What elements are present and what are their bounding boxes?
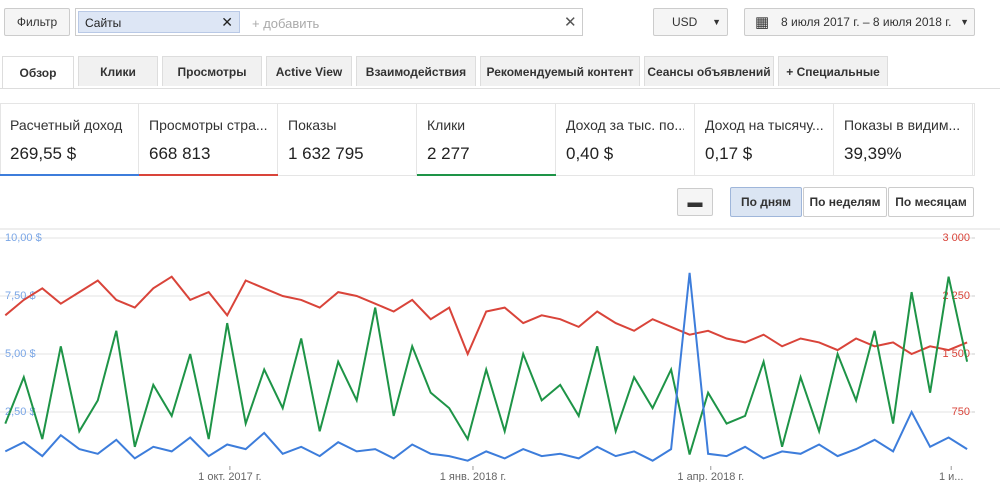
y-tick-label: 10,00 $ — [5, 232, 42, 244]
date-range: 8 июля 2017 г. – 8 июля 2018 г. — [781, 15, 952, 29]
y2-tick-label: 1 500 — [942, 348, 970, 360]
series-line — [4, 275, 968, 357]
metric-name: Клики — [427, 117, 466, 133]
tab[interactable]: + Специальные — [778, 56, 888, 86]
series-line — [4, 272, 968, 462]
metric-value: 2 277 — [427, 144, 470, 163]
metric-underline — [0, 174, 139, 176]
metric-name: Доход на тысячу... — [705, 117, 823, 133]
metric-card[interactable]: Расчетный доход 269,55 $ — [0, 103, 139, 176]
filter-clear[interactable]: ✕ — [564, 14, 577, 31]
metric-name: Доход за тыс. по... — [566, 117, 684, 133]
x-tick-label: 1 янв. 2018 г. — [440, 471, 506, 482]
metric-name: Расчетный доход — [10, 117, 123, 133]
x-tick-label: 1 окт. 2017 г. — [198, 471, 261, 482]
metric-card[interactable]: Клики 2 277 — [417, 103, 556, 176]
granularity-button[interactable]: По месяцам — [888, 187, 974, 217]
chip-text: Сайты — [85, 16, 122, 30]
filter-chip[interactable]: Сайты ✕ — [78, 11, 240, 33]
tab[interactable]: Просмотры — [162, 56, 262, 86]
metric-underline — [417, 174, 556, 176]
metric-name: Просмотры стра... — [149, 117, 267, 133]
metric-value: 39,39% — [844, 144, 902, 163]
filter-box[interactable] — [75, 8, 583, 36]
metric-name: Показы — [288, 117, 337, 133]
y-tick-label: 5,00 $ — [5, 348, 36, 360]
metric-name: Показы в видим... — [844, 117, 961, 133]
annotation-button[interactable]: ▬ — [677, 188, 713, 216]
x-tick-label: 1 апр. 2018 г. — [677, 471, 744, 482]
granularity-button[interactable]: По неделям — [803, 187, 887, 217]
tab[interactable]: Клики — [78, 56, 158, 86]
currency-select[interactable]: USD ▼ — [653, 8, 728, 36]
tab[interactable]: Active View — [266, 56, 352, 86]
y-tick-label: 7,50 $ — [5, 290, 36, 302]
x-tick-label: 1 и... — [939, 471, 964, 482]
y2-tick-label: 2 250 — [942, 290, 970, 302]
date-select[interactable]: ▦ 8 июля 2017 г. – 8 июля 2018 г. ▼ — [744, 8, 975, 36]
metric-card[interactable]: Показы 1 632 795 — [278, 103, 417, 176]
metric-value: 269,55 $ — [10, 144, 77, 163]
tab-rule — [0, 88, 1000, 89]
filter-placeholder: + добавить — [252, 16, 320, 31]
metric-value: 0,17 $ — [705, 144, 753, 163]
metric-card[interactable]: Доход на тысячу... 0,17 $ — [695, 103, 834, 176]
metric-value: 668 813 — [149, 144, 211, 163]
tab[interactable]: Обзор — [2, 56, 74, 88]
metric-card[interactable]: Показы в видим... 39,39% — [834, 103, 973, 176]
y-tick-label: 2,50 $ — [5, 406, 36, 418]
granularity-button[interactable]: По дням — [730, 187, 802, 217]
metric-value: 0,40 $ — [566, 144, 614, 163]
y2-tick-label: 3 000 — [942, 232, 970, 244]
filter-button[interactable]: Фильтр — [4, 8, 70, 36]
y2-tick-label: 750 — [952, 406, 970, 418]
series-line — [4, 276, 969, 455]
metric-value: 1 632 795 — [288, 144, 364, 163]
tab[interactable]: Рекомендуемый контент — [480, 56, 640, 86]
metric-card[interactable]: Просмотры стра... 668 813 — [139, 103, 278, 176]
tab[interactable]: Сеансы объявлений — [644, 56, 774, 86]
chip-close[interactable]: ✕ — [221, 14, 233, 30]
metric-underline — [139, 174, 278, 176]
currency: USD — [672, 15, 698, 29]
tab[interactable]: Взаимодействия — [356, 56, 476, 86]
metric-card[interactable]: Доход за тыс. по... 0,40 $ — [556, 103, 695, 176]
